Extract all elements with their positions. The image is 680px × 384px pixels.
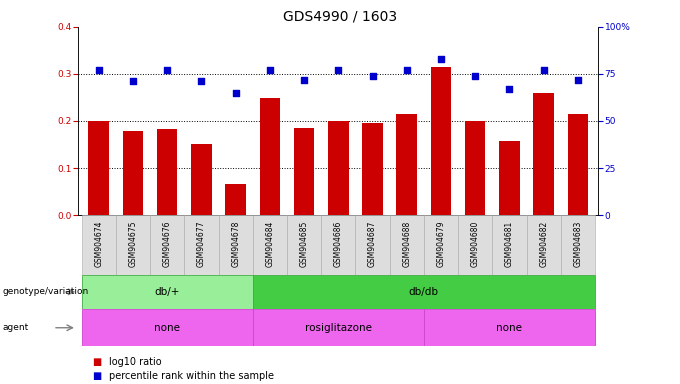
Text: percentile rank within the sample: percentile rank within the sample xyxy=(109,371,274,381)
Point xyxy=(504,86,515,92)
Point xyxy=(435,56,446,62)
Text: GSM904681: GSM904681 xyxy=(505,220,514,267)
Bar xyxy=(116,215,150,275)
Bar xyxy=(253,275,595,309)
Text: none: none xyxy=(496,323,522,333)
Text: GSM904685: GSM904685 xyxy=(300,220,309,267)
Bar xyxy=(294,128,314,215)
Point xyxy=(231,90,241,96)
Point xyxy=(93,67,104,73)
Text: GSM904680: GSM904680 xyxy=(471,220,479,267)
Point xyxy=(299,76,309,83)
Point xyxy=(401,67,412,73)
Bar xyxy=(82,215,116,275)
Text: GSM904684: GSM904684 xyxy=(265,220,274,267)
Bar xyxy=(526,215,561,275)
Bar xyxy=(82,275,253,309)
Point xyxy=(128,78,139,84)
Bar xyxy=(225,184,246,215)
Text: agent: agent xyxy=(2,323,29,332)
Bar xyxy=(430,67,452,215)
Text: GDS4990 / 1603: GDS4990 / 1603 xyxy=(283,10,397,23)
Bar xyxy=(356,215,390,275)
Text: GSM904677: GSM904677 xyxy=(197,220,206,267)
Bar xyxy=(390,215,424,275)
Bar xyxy=(82,309,253,346)
Bar xyxy=(321,215,356,275)
Text: rosiglitazone: rosiglitazone xyxy=(305,323,372,333)
Point xyxy=(367,73,378,79)
Point xyxy=(196,78,207,84)
Text: db/+: db/+ xyxy=(154,287,180,297)
Point xyxy=(265,67,275,73)
Text: log10 ratio: log10 ratio xyxy=(109,357,161,367)
Text: GSM904676: GSM904676 xyxy=(163,220,171,267)
Text: GSM904687: GSM904687 xyxy=(368,220,377,267)
Bar xyxy=(253,309,424,346)
Bar xyxy=(122,131,143,215)
Bar xyxy=(157,129,177,215)
Bar xyxy=(191,144,211,215)
Point xyxy=(333,67,343,73)
Bar xyxy=(150,215,184,275)
Text: db/db: db/db xyxy=(409,287,439,297)
Bar xyxy=(396,114,417,215)
Bar xyxy=(533,93,554,215)
Text: ■: ■ xyxy=(92,357,101,367)
Bar xyxy=(561,215,595,275)
Bar xyxy=(328,121,349,215)
Text: GSM904688: GSM904688 xyxy=(403,220,411,267)
Bar xyxy=(458,215,492,275)
Bar xyxy=(88,121,109,215)
Text: GSM904683: GSM904683 xyxy=(573,220,582,267)
Bar xyxy=(568,114,588,215)
Bar xyxy=(492,215,526,275)
Bar xyxy=(218,215,253,275)
Point xyxy=(538,67,549,73)
Text: GSM904682: GSM904682 xyxy=(539,220,548,267)
Point xyxy=(470,73,481,79)
Bar xyxy=(260,98,280,215)
Text: genotype/variation: genotype/variation xyxy=(2,287,88,296)
Bar xyxy=(465,121,486,215)
Bar xyxy=(424,309,595,346)
Point xyxy=(573,76,583,83)
Bar xyxy=(424,215,458,275)
Text: GSM904674: GSM904674 xyxy=(95,220,103,267)
Bar xyxy=(362,123,383,215)
Point xyxy=(162,67,173,73)
Bar xyxy=(287,215,321,275)
Bar xyxy=(499,141,520,215)
Text: ■: ■ xyxy=(92,371,101,381)
Text: GSM904678: GSM904678 xyxy=(231,220,240,267)
Text: none: none xyxy=(154,323,180,333)
Text: GSM904686: GSM904686 xyxy=(334,220,343,267)
Bar xyxy=(184,215,218,275)
Text: GSM904679: GSM904679 xyxy=(437,220,445,267)
Bar xyxy=(253,215,287,275)
Text: GSM904675: GSM904675 xyxy=(129,220,137,267)
